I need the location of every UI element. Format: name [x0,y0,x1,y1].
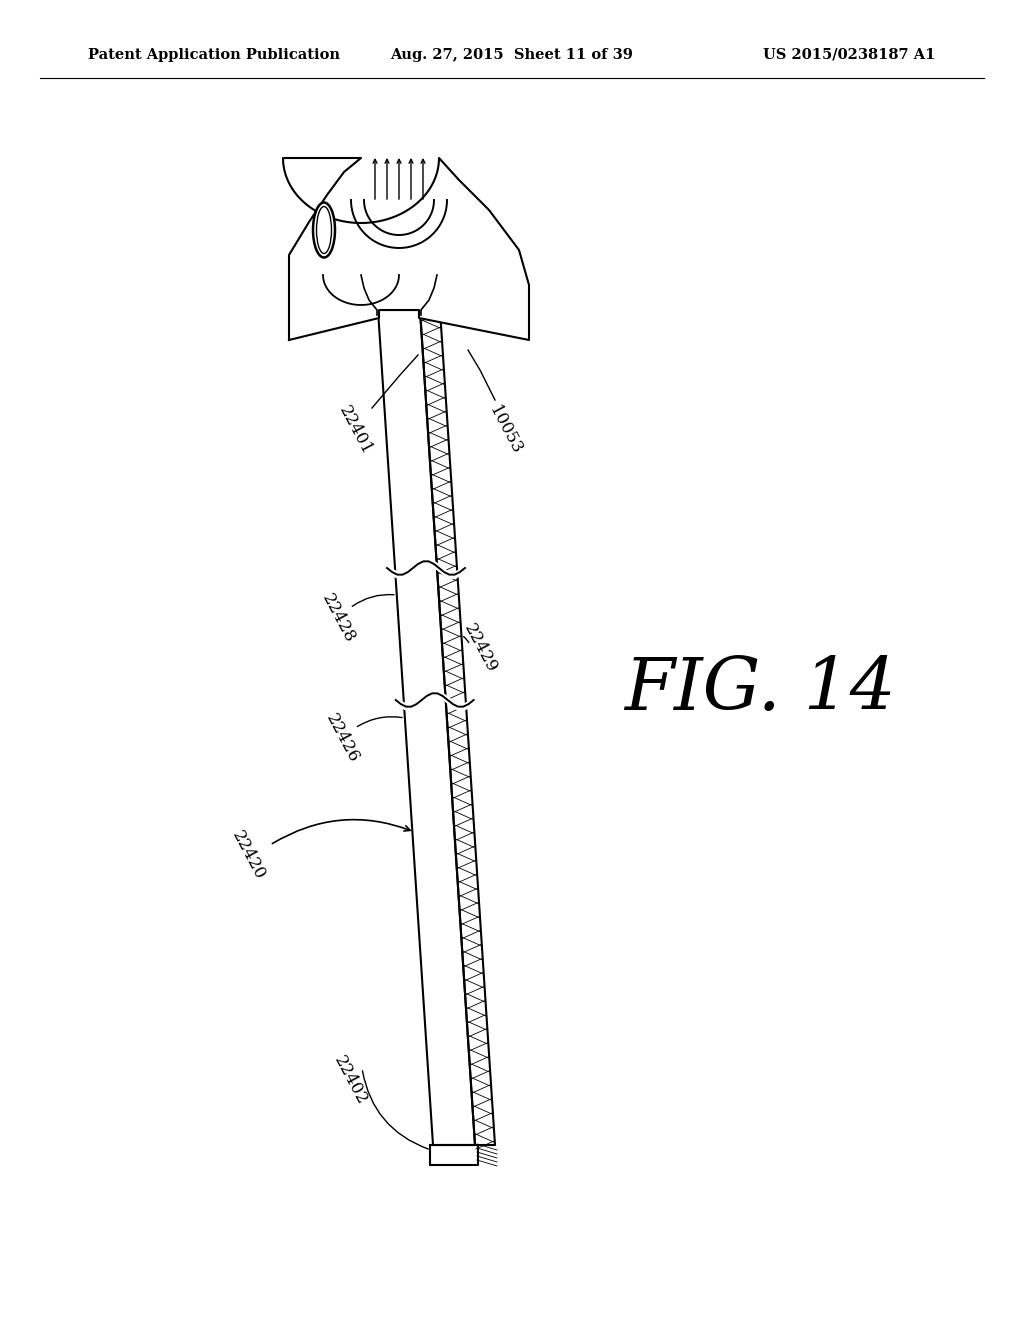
Text: Patent Application Publication: Patent Application Publication [88,48,340,62]
Text: FIG. 14: FIG. 14 [624,655,896,725]
Polygon shape [430,1144,478,1166]
Text: 22402: 22402 [330,1052,370,1107]
Text: 22426: 22426 [323,710,361,766]
Text: 22428: 22428 [318,590,358,645]
Text: Aug. 27, 2015  Sheet 11 of 39: Aug. 27, 2015 Sheet 11 of 39 [390,48,634,62]
Text: US 2015/0238187 A1: US 2015/0238187 A1 [763,48,935,62]
Polygon shape [378,310,475,1144]
Text: 10053: 10053 [485,403,525,458]
Polygon shape [420,310,495,1144]
Text: 22429: 22429 [460,620,500,676]
Polygon shape [283,158,529,341]
Ellipse shape [313,202,335,257]
Text: 22401: 22401 [335,403,375,458]
Text: 22420: 22420 [228,828,268,883]
